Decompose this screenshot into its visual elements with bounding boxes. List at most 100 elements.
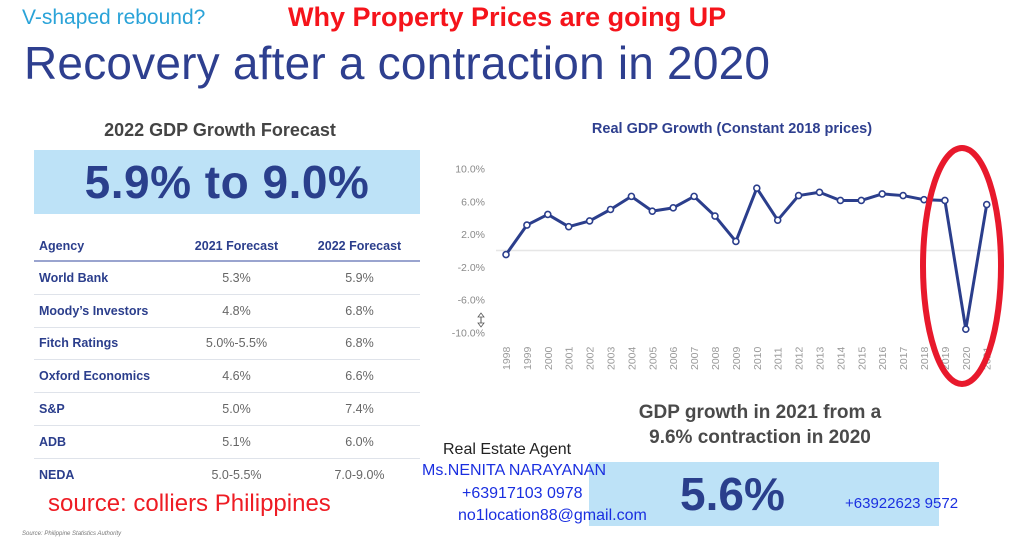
data-point: [773, 216, 782, 224]
x-tick-label: 2004: [626, 346, 638, 370]
data-point: [752, 184, 761, 192]
data-point: [543, 210, 552, 219]
agency-cell: World Bank: [39, 270, 109, 285]
x-tick-label: 2002: [585, 346, 597, 370]
x-tick-label: 2001: [564, 346, 576, 370]
y-tick-label: -6.0%: [458, 295, 485, 307]
forecast-2021-cell: 4.8%: [222, 303, 251, 318]
forecast-2021-cell: 5.0-5.5%: [211, 468, 262, 483]
x-tick-label: 2006: [668, 346, 680, 370]
table-row: S&P 5.0% 7.4%: [34, 393, 420, 426]
forecast-2021-cell: 5.3%: [222, 270, 251, 285]
data-markers: [502, 184, 991, 334]
column-header-agency: Agency: [39, 239, 85, 253]
agent-label: Real Estate Agent: [443, 441, 572, 458]
forecast-range-box: 5.9% to 9.0%: [34, 150, 420, 214]
table-row: Oxford Economics 4.6% 6.6%: [34, 360, 420, 394]
x-tick-label: 2014: [835, 346, 847, 370]
column-header-2022: 2022 Forecast: [317, 239, 402, 253]
forecast-2022-cell: 6.0%: [345, 434, 374, 449]
page-title: Recovery after a contraction in 2020: [24, 37, 771, 89]
agency-cell: ADB: [39, 434, 67, 449]
subtitle: V-shaped rebound?: [22, 6, 206, 29]
data-point: [920, 195, 928, 204]
growth-value-box: [589, 462, 939, 526]
growth-value: 5.6%: [680, 468, 785, 520]
data-point: [711, 212, 719, 220]
agency-cell: NEDA: [39, 468, 75, 483]
x-tick-label: 2016: [877, 346, 889, 370]
x-tick-label: 2000: [543, 346, 555, 370]
data-point: [585, 217, 594, 225]
data-point: [794, 191, 803, 200]
agency-cell: Moody’s Investors: [39, 303, 149, 318]
chart-title: Real GDP Growth (Constant 2018 prices): [591, 121, 873, 137]
growth-title-line2: 9.6% contraction in 2020: [649, 427, 871, 448]
table-row: NEDA 5.0-5.5% 7.0-9.0%: [34, 459, 420, 492]
forecast-title: 2022 GDP Growth Forecast: [104, 120, 336, 140]
x-tick-label: 2017: [898, 346, 910, 370]
data-point: [878, 190, 887, 198]
y-tick-label: -2.0%: [458, 262, 485, 274]
x-tick-label: 2012: [794, 346, 806, 370]
table-row: ADB 5.1% 6.0%: [34, 426, 420, 459]
data-point: [815, 188, 824, 197]
forecast-table: Agency 2021 Forecast 2022 Forecast World…: [34, 232, 420, 492]
x-tick-label: 2020: [961, 346, 973, 370]
agent-phone-1[interactable]: +63917103 0978: [462, 485, 583, 502]
forecast-2021-cell: 5.0%: [222, 402, 251, 417]
x-tick-label: 1999: [522, 346, 534, 370]
data-point: [564, 222, 573, 231]
x-tick-label: 1998: [501, 346, 513, 370]
forecast-2022-cell: 6.8%: [345, 303, 374, 318]
data-point: [899, 191, 907, 200]
x-tick-label: 2018: [919, 346, 931, 370]
forecast-2022-cell: 5.9%: [345, 270, 374, 285]
x-tick-label: 2010: [752, 346, 764, 370]
x-axis: 1998 1999 2000 2001 2002 2003 2004 2005 2006 2007…: [501, 346, 994, 370]
x-tick-label: 2011: [773, 347, 785, 370]
data-point: [648, 207, 657, 215]
agency-cell: Fitch Ratings: [39, 336, 119, 351]
agent-phone-2[interactable]: +63922623 9572: [845, 495, 959, 512]
forecast-2021-cell: 5.1%: [222, 434, 251, 449]
y-axis: 10.0% 6.0% 2.0% -2.0% -6.0% -10.0%: [452, 164, 485, 340]
x-tick-label: 2009: [731, 346, 743, 370]
x-tick-label: 2008: [710, 346, 722, 370]
data-point: [836, 196, 845, 205]
x-tick-label: 2015: [856, 346, 868, 370]
forecast-range: 5.9% to 9.0%: [84, 156, 370, 208]
column-header-2021: 2021 Forecast: [194, 239, 279, 253]
x-tick-label: 2003: [606, 346, 618, 370]
y-tick-label: 10.0%: [455, 164, 485, 176]
resize-cursor-icon: [477, 312, 485, 328]
table-row: Fitch Ratings 5.0%-5.5% 6.8%: [34, 328, 420, 361]
forecast-2022-cell: 7.0-9.0%: [334, 468, 385, 483]
data-point: [669, 204, 678, 212]
x-tick-label: 2013: [815, 346, 827, 370]
source-note: Source: Philippine Statistics Authority: [22, 531, 122, 537]
growth-title: GDP growth in 2021 from a 9.6% contracti…: [585, 400, 935, 450]
data-point: [627, 192, 636, 201]
agent-email[interactable]: no1location88@gmail.com: [458, 507, 647, 524]
source-overlay: source: colliers Philippines: [48, 490, 331, 517]
highlight-ellipse: [920, 145, 1004, 387]
data-point: [857, 196, 866, 205]
data-point: [941, 196, 949, 205]
y-tick-label: -10.0%: [452, 328, 485, 340]
gdp-growth-line: [504, 186, 989, 331]
headline: Why Property Prices are going UP: [288, 2, 727, 32]
agency-cell: Oxford Economics: [39, 369, 151, 384]
table-header: Agency 2021 Forecast 2022 Forecast: [34, 232, 420, 262]
forecast-2021-cell: 4.6%: [222, 369, 251, 384]
y-tick-label: 6.0%: [461, 196, 485, 208]
x-tick-label: 2007: [689, 346, 701, 370]
forecast-2021-cell: 5.0%-5.5%: [205, 336, 268, 351]
data-point: [502, 250, 510, 259]
y-tick-label: 2.0%: [461, 229, 485, 241]
data-point: [732, 237, 740, 246]
forecast-2022-cell: 6.8%: [345, 336, 374, 351]
table-row: World Bank 5.3% 5.9%: [34, 262, 420, 295]
x-tick-label: 2005: [647, 346, 659, 370]
